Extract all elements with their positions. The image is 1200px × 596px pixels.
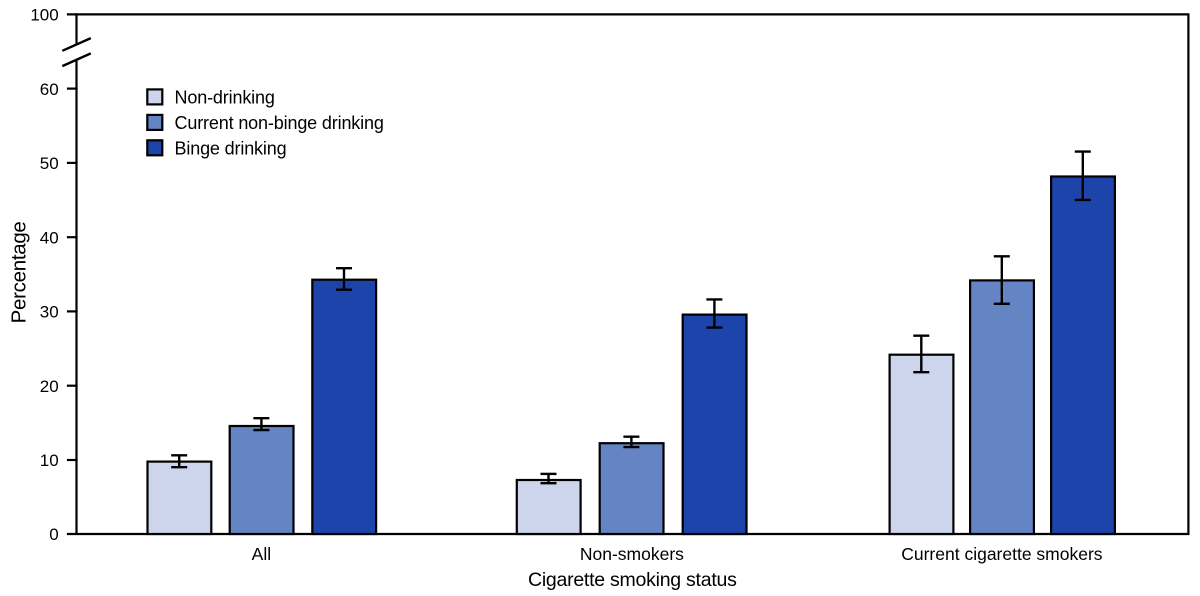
svg-text:30: 30 [40, 303, 59, 322]
svg-text:60: 60 [40, 80, 59, 99]
svg-text:50: 50 [40, 154, 59, 173]
svg-text:Current non-binge drinking: Current non-binge drinking [175, 113, 384, 133]
svg-text:10: 10 [40, 451, 59, 470]
svg-text:All: All [252, 544, 271, 564]
svg-text:100: 100 [30, 6, 58, 25]
svg-text:Current cigarette smokers: Current cigarette smokers [901, 544, 1103, 564]
svg-text:0: 0 [49, 525, 58, 544]
svg-text:Non-drinking: Non-drinking [175, 87, 275, 107]
svg-text:20: 20 [40, 377, 59, 396]
svg-text:Percentage: Percentage [8, 221, 31, 323]
svg-text:Cigarette smoking status: Cigarette smoking status [528, 569, 737, 591]
svg-text:Non-smokers: Non-smokers [580, 544, 684, 564]
svg-text:40: 40 [40, 228, 59, 247]
svg-text:Binge drinking: Binge drinking [175, 138, 287, 158]
